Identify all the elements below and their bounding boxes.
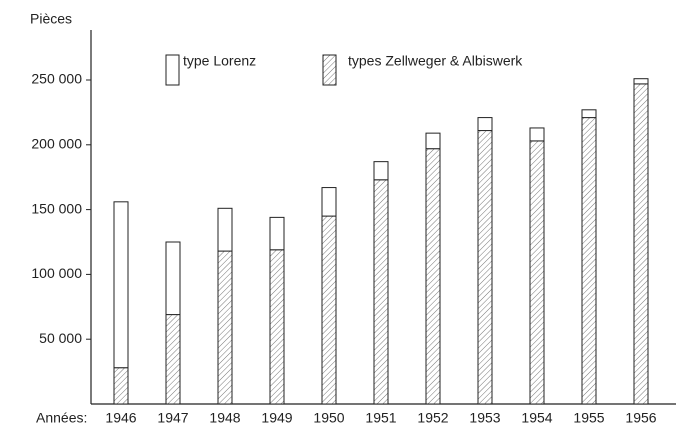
legend-label: type Lorenz xyxy=(183,53,256,69)
bar-segment xyxy=(269,216,285,251)
x-tick-label: 1947 xyxy=(157,410,188,426)
x-tick-label: 1946 xyxy=(105,410,136,426)
bar-segment xyxy=(165,314,181,405)
bar-segment xyxy=(373,161,389,181)
x-tick-label: 1956 xyxy=(625,410,656,426)
bar-segment xyxy=(113,201,129,369)
x-axis-label: Années: xyxy=(36,410,87,426)
bar-segment xyxy=(581,117,597,405)
x-tick-label: 1948 xyxy=(209,410,240,426)
x-tick-label: 1953 xyxy=(469,410,500,426)
bar-segment xyxy=(165,241,181,316)
x-tick-label: 1949 xyxy=(261,410,292,426)
legend-swatch xyxy=(322,54,337,86)
y-tick-label: 50 000 xyxy=(39,330,82,346)
bar-segment xyxy=(113,367,129,405)
bar-segment xyxy=(425,132,441,150)
x-tick-label: 1952 xyxy=(417,410,448,426)
bar-segment xyxy=(581,109,597,119)
bar-segment xyxy=(425,148,441,405)
bar-segment xyxy=(633,83,649,405)
bar-segment xyxy=(529,140,545,405)
y-tick-label: 100 000 xyxy=(31,265,82,281)
y-tick-label: 150 000 xyxy=(31,200,82,216)
bar-segment xyxy=(477,117,493,132)
legend-label: types Zellweger & Albiswerk xyxy=(348,53,523,69)
legend-swatch xyxy=(165,54,180,86)
y-axis-label: Pièces xyxy=(30,11,72,27)
bar-segment xyxy=(321,187,337,217)
x-tick-label: 1954 xyxy=(521,410,552,426)
y-tick-label: 200 000 xyxy=(31,136,82,152)
bar-segment xyxy=(529,127,545,142)
x-tick-label: 1955 xyxy=(573,410,604,426)
bar-segment xyxy=(633,78,649,85)
x-tick-label: 1950 xyxy=(313,410,344,426)
bar-segment xyxy=(269,249,285,405)
y-tick-label: 250 000 xyxy=(31,71,82,87)
bar-segment xyxy=(373,179,389,405)
x-tick-label: 1951 xyxy=(365,410,396,426)
bar-segment xyxy=(217,207,233,252)
bar-segment xyxy=(217,250,233,405)
bar-segment xyxy=(321,215,337,405)
bar-segment xyxy=(477,130,493,405)
